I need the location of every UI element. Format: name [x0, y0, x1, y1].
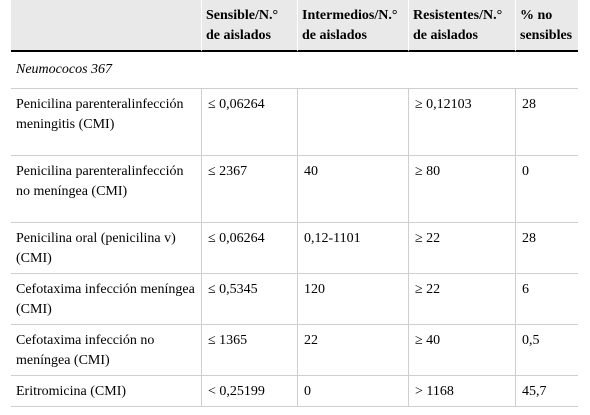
cell-sensible: ≤ 1365 — [201, 325, 297, 376]
cell-resistentes: ≥ 0,12103 — [408, 89, 515, 156]
cell-resistentes: ≥ 22 — [408, 274, 515, 325]
cell-no-sensibles: 6 — [515, 274, 578, 325]
cell-sensible: ≤ 0,5345 — [201, 274, 297, 325]
susceptibility-table: Sensible/N.° de aislados Intermedios/N.°… — [11, 0, 578, 407]
cell-antibiotic: Cefotaxima infección meníngea (CMI) — [11, 274, 201, 325]
header-row: Sensible/N.° de aislados Intermedios/N.°… — [11, 0, 578, 52]
cell-sensible: ≤ 0,06264 — [201, 223, 297, 274]
cell-resistentes: > 1168 — [408, 376, 515, 407]
cell-no-sensibles: 0,5 — [515, 325, 578, 376]
cell-intermedios: 0 — [297, 376, 408, 407]
cell-sensible: ≤ 0,06264 — [201, 89, 297, 156]
cell-antibiotic: Eritromicina (CMI) — [11, 376, 201, 407]
cell-no-sensibles: 28 — [515, 223, 578, 274]
cell-intermedios: 40 — [297, 156, 408, 223]
cell-no-sensibles: 0 — [515, 156, 578, 223]
cell-resistentes: ≥ 80 — [408, 156, 515, 223]
cell-antibiotic: Penicilina oral (penicilina v)(CMI) — [11, 223, 201, 274]
table-row: Cefotaxima infección no meníngea (CMI) ≤… — [11, 325, 578, 376]
table-row: Penicilina parenteralinfección no meníng… — [11, 156, 578, 223]
header-cell-intermedios: Intermedios/N.° de aislados — [297, 0, 408, 52]
cell-no-sensibles: 28 — [515, 89, 578, 156]
cell-sensible: ≤ 2367 — [201, 156, 297, 223]
header-cell-sensible: Sensible/N.° de aislados — [201, 0, 297, 52]
cell-sensible: < 0,25199 — [201, 376, 297, 407]
cell-intermedios: 22 — [297, 325, 408, 376]
susceptibility-table-container: Sensible/N.° de aislados Intermedios/N.°… — [11, 0, 578, 407]
cell-resistentes: ≥ 22 — [408, 223, 515, 274]
cell-resistentes: ≥ 40 — [408, 325, 515, 376]
group-row: Neumococos 367 — [11, 52, 578, 89]
cell-intermedios — [297, 89, 408, 156]
table-row: Penicilina oral (penicilina v)(CMI) ≤ 0,… — [11, 223, 578, 274]
cell-no-sensibles: 45,7 — [515, 376, 578, 407]
cell-antibiotic: Penicilina parenteralinfección no meníng… — [11, 156, 201, 223]
cell-intermedios: 0,12-1101 — [297, 223, 408, 274]
header-cell-no-sensibles: % no sensibles — [515, 0, 578, 52]
table-row: Penicilina parenteralinfección meningiti… — [11, 89, 578, 156]
table-row: Eritromicina (CMI) < 0,25199 0 > 1168 45… — [11, 376, 578, 407]
header-cell-antibiotic — [11, 0, 201, 52]
cell-antibiotic: Cefotaxima infección no meníngea (CMI) — [11, 325, 201, 376]
group-label: Neumococos 367 — [11, 52, 578, 89]
cell-intermedios: 120 — [297, 274, 408, 325]
table-row: Cefotaxima infección meníngea (CMI) ≤ 0,… — [11, 274, 578, 325]
header-cell-resistentes: Resistentes/N.° de aislados — [408, 0, 515, 52]
cell-antibiotic: Penicilina parenteralinfección meningiti… — [11, 89, 201, 156]
